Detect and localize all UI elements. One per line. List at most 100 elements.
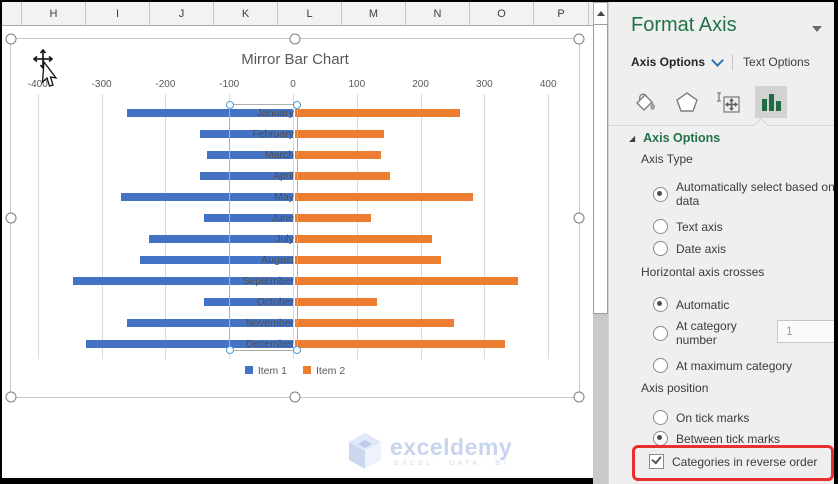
x-axis-tick-label[interactable]: -200: [155, 79, 176, 90]
bar-item1-march[interactable]: [206, 150, 293, 159]
column-header-P[interactable]: P: [534, 2, 589, 25]
column-header-M[interactable]: M: [342, 2, 406, 25]
bar-item2-september[interactable]: [294, 276, 518, 285]
x-axis-tick-label[interactable]: 200: [412, 79, 429, 90]
radio-icon[interactable]: [653, 358, 668, 373]
axis-selection-handle[interactable]: [226, 346, 234, 354]
bar-item2-august[interactable]: [294, 255, 442, 264]
radio-between-tick-marks[interactable]: Between tick marks: [653, 431, 780, 446]
axis-selection-handle[interactable]: [293, 101, 301, 109]
chart-resize-handle[interactable]: [573, 391, 585, 403]
category-label-may[interactable]: May: [274, 190, 294, 203]
bar-item1-august[interactable]: [139, 255, 293, 264]
column-header-K[interactable]: K: [214, 2, 278, 25]
bar-item1-april[interactable]: [200, 171, 293, 180]
category-label-august[interactable]: August: [261, 253, 294, 266]
category-label-april[interactable]: April: [272, 169, 294, 182]
bar-item2-march[interactable]: [294, 150, 381, 159]
pane-options-dropdown-icon[interactable]: [812, 26, 822, 32]
chart-resize-handle[interactable]: [573, 212, 585, 224]
chart-resize-handle[interactable]: [573, 33, 585, 45]
checkbox-icon[interactable]: [649, 454, 664, 469]
bar-item2-june[interactable]: [294, 213, 372, 222]
bar-item1-june[interactable]: [203, 213, 293, 222]
bar-item2-february[interactable]: [294, 129, 384, 138]
category-label-march[interactable]: March: [264, 148, 294, 161]
category-label-february[interactable]: February: [251, 127, 294, 140]
category-label-october[interactable]: October: [256, 295, 294, 308]
category-label-september[interactable]: September: [242, 274, 294, 287]
category-label-january[interactable]: January: [256, 106, 294, 119]
bar-item2-november[interactable]: [294, 318, 454, 327]
chart-title[interactable]: Mirror Bar Chart: [241, 51, 349, 68]
bar-item2-october[interactable]: [294, 297, 378, 306]
chart-resize-handle[interactable]: [5, 212, 17, 224]
radio-automatic[interactable]: Automatic: [653, 297, 729, 312]
radio-on-tick-marks[interactable]: On tick marks: [653, 410, 749, 425]
bar-item1-may[interactable]: [120, 192, 293, 201]
bar-item1-november[interactable]: [127, 318, 293, 327]
category-label-june[interactable]: June: [271, 211, 294, 224]
chart-resize-handle[interactable]: [289, 33, 301, 45]
bar-item1-september[interactable]: [72, 276, 293, 285]
column-header-J[interactable]: J: [150, 2, 214, 25]
fill-line-icon[interactable]: [629, 86, 661, 118]
x-axis-tick-label[interactable]: -400: [27, 79, 48, 90]
chart-resize-handle[interactable]: [289, 391, 301, 403]
size-properties-icon[interactable]: [713, 86, 745, 118]
bar-item2-july[interactable]: [294, 234, 432, 243]
legend-item-item-2[interactable]: Item 2: [303, 365, 345, 377]
radio-icon[interactable]: [653, 410, 668, 425]
bar-item2-may[interactable]: [294, 192, 474, 201]
column-header-L[interactable]: L: [278, 2, 342, 25]
radio-text-axis[interactable]: Text axis: [653, 219, 723, 234]
radio-icon[interactable]: [653, 297, 668, 312]
category-label-july[interactable]: July: [275, 232, 294, 245]
scrollbar-thumb[interactable]: [593, 24, 608, 314]
x-axis-tick-label[interactable]: -300: [91, 79, 112, 90]
category-label-november[interactable]: November: [245, 316, 294, 329]
x-axis-tick-label[interactable]: -100: [219, 79, 240, 90]
tab-text-options[interactable]: Text Options: [743, 55, 810, 69]
effects-icon[interactable]: [671, 86, 703, 118]
bar-item1-october[interactable]: [203, 297, 293, 306]
chart-resize-handle[interactable]: [5, 33, 17, 45]
bar-item2-april[interactable]: [294, 171, 391, 180]
section-axis-options[interactable]: ◢ Axis Options: [629, 131, 720, 145]
radio-date-axis[interactable]: Date axis: [653, 241, 726, 256]
column-header-I[interactable]: I: [86, 2, 150, 25]
radio-icon[interactable]: [653, 241, 668, 256]
radio-auto-select[interactable]: Automatically select based on data: [653, 180, 838, 208]
radio-icon[interactable]: [653, 325, 668, 341]
axis-selection-handle[interactable]: [293, 346, 301, 354]
radio-at-maximum-category[interactable]: At maximum category: [653, 358, 792, 373]
radio-at-category-number[interactable]: At category number: [653, 319, 754, 347]
bar-item1-december[interactable]: [85, 339, 293, 348]
bar-item2-january[interactable]: [294, 108, 461, 117]
axis-options-icon[interactable]: [755, 86, 787, 118]
category-label-december[interactable]: December: [245, 337, 294, 350]
chart-object[interactable]: Mirror Bar Chart -400 -300 -200 -100 0 100 200…: [5, 33, 585, 403]
chart-legend[interactable]: Item 1 Item 2: [11, 365, 579, 377]
legend-item-item-1[interactable]: Item 1: [244, 365, 287, 377]
chart-resize-handle[interactable]: [5, 391, 17, 403]
x-axis-tick-label[interactable]: 100: [348, 79, 366, 90]
column-header-stub[interactable]: [2, 2, 22, 25]
column-header-N[interactable]: N: [406, 2, 470, 25]
radio-icon[interactable]: [653, 186, 668, 202]
bar-item1-january[interactable]: [127, 108, 293, 117]
bar-item1-february[interactable]: [200, 129, 293, 138]
axis-selection-handle[interactable]: [226, 101, 234, 109]
checkbox-categories-reverse[interactable]: Categories in reverse order: [649, 454, 817, 469]
bar-item2-december[interactable]: [294, 339, 506, 348]
x-axis-tick-label[interactable]: 0: [290, 79, 296, 90]
vertical-scrollbar[interactable]: [593, 2, 608, 484]
radio-icon[interactable]: [653, 219, 668, 234]
bar-item1-july[interactable]: [149, 234, 293, 243]
category-number-input[interactable]: 1: [777, 320, 834, 343]
tab-axis-options[interactable]: Axis Options: [631, 55, 706, 69]
radio-icon[interactable]: [653, 431, 668, 446]
column-header-O[interactable]: O: [470, 2, 534, 25]
chevron-down-icon[interactable]: [711, 54, 724, 67]
x-axis-tick-label[interactable]: 300: [476, 79, 493, 90]
